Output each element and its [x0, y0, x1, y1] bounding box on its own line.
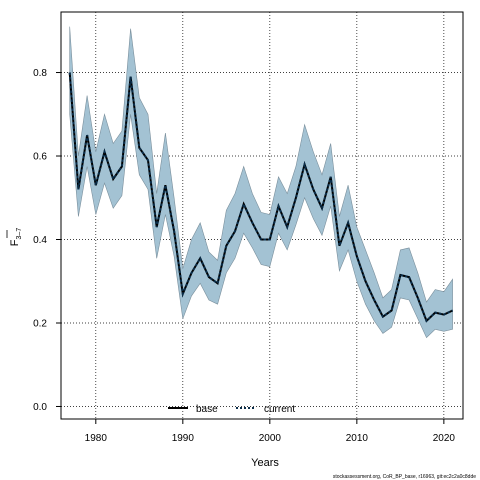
y-tick-label: 0.6 [33, 152, 47, 163]
y-axis: 0.0 0.2 0.4 0.6 0.8 [33, 68, 61, 413]
y-tick-label: 0.0 [33, 402, 47, 413]
y-axis-title: F3–7 [9, 228, 23, 247]
x-tick-label: 1980 [85, 433, 108, 444]
x-axis-title: Years [251, 457, 279, 469]
svg-text:F3–7: F3–7 [9, 228, 23, 247]
x-axis: 1980 1990 2000 2010 2020 [85, 419, 456, 444]
y-tick-label: 0.4 [33, 235, 47, 246]
legend-label-base: base [196, 404, 218, 415]
plot-frame [60, 11, 464, 420]
series-lines [68, 72, 454, 323]
series-line-current [68, 72, 454, 323]
y-axis-title-sub: 3–7 [16, 228, 23, 240]
x-tick-label: 2010 [346, 433, 369, 444]
x-tick-label: 2000 [259, 433, 282, 444]
legend-label-current: current [264, 404, 295, 415]
confidence-band [69, 26, 453, 339]
x-tick-label: 1990 [172, 433, 195, 444]
y-tick-label: 0.8 [33, 68, 47, 79]
y-tick-label: 0.2 [33, 318, 47, 329]
y-axis-title-main: F [9, 239, 21, 246]
footer-text: stockassessment.org, CoR_BP_base, r16963… [333, 474, 476, 480]
x-tick-label: 2020 [433, 433, 456, 444]
legend: base current [168, 404, 295, 415]
